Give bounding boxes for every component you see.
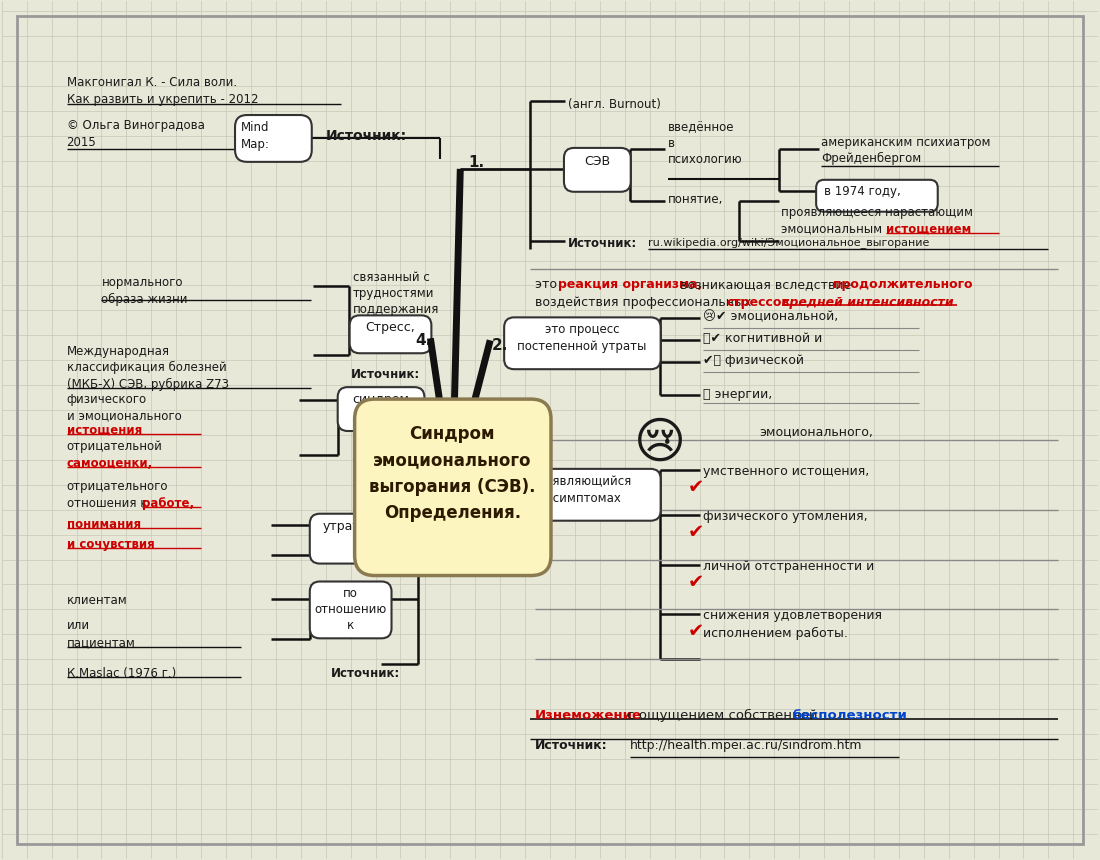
Text: средней интенсивности: средней интенсивности <box>782 297 954 310</box>
FancyBboxPatch shape <box>235 115 311 162</box>
Text: исполнением работы.: исполнением работы. <box>703 627 847 641</box>
FancyBboxPatch shape <box>564 148 630 192</box>
Text: 1.: 1. <box>469 156 484 170</box>
Text: истощением: истощением <box>886 223 971 236</box>
Text: это процесс
постепенной утраты: это процесс постепенной утраты <box>517 323 647 353</box>
FancyBboxPatch shape <box>816 180 937 212</box>
Text: 3.: 3. <box>399 525 416 539</box>
Text: самооценки,: самооценки, <box>67 457 153 470</box>
Text: физического
и эмоционального: физического и эмоционального <box>67 393 182 422</box>
Text: Изнеможение: Изнеможение <box>535 710 642 722</box>
Text: личной отстраненности и: личной отстраненности и <box>703 560 873 573</box>
FancyBboxPatch shape <box>419 509 536 556</box>
Text: 😢: 😢 <box>634 420 685 468</box>
Text: нормального
образа жизни: нормального образа жизни <box>101 277 188 305</box>
Text: Источник:: Источник: <box>568 237 637 249</box>
Text: http://health.mpei.ac.ru/sindrom.htm: http://health.mpei.ac.ru/sindrom.htm <box>629 739 862 752</box>
Text: отрицательной: отрицательной <box>67 440 163 453</box>
Text: пациентам: пациентам <box>67 636 135 649</box>
FancyBboxPatch shape <box>354 399 551 575</box>
Text: ✔: ✔ <box>688 478 704 497</box>
Text: (англ. Burnout): (англ. Burnout) <box>568 98 661 111</box>
Text: отношения к: отношения к <box>67 497 151 510</box>
FancyBboxPatch shape <box>338 387 425 431</box>
Text: СЭВ: СЭВ <box>584 156 609 169</box>
Text: ✔: ✔ <box>688 523 704 542</box>
Text: 💧✔ когнитивной и: 💧✔ когнитивной и <box>703 332 822 346</box>
Text: с ощущением собственной: с ощущением собственной <box>623 710 822 722</box>
Text: введённое
в
психологию: введённое в психологию <box>668 121 742 166</box>
Text: Источник:: Источник: <box>331 667 400 680</box>
Text: К.Maslac (1976 г.): К.Maslac (1976 г.) <box>67 667 176 680</box>
Text: Источник:: Источник: <box>351 368 420 381</box>
Text: Синдром
эмоционального
выгорания (СЭВ).
Определения.: Синдром эмоционального выгорания (СЭВ). … <box>370 425 536 522</box>
Text: утраты: утраты <box>322 519 371 532</box>
Text: Макгонигал К. - Сила воли.
Как развить и укрепить - 2012: Макгонигал К. - Сила воли. Как развить и… <box>67 77 258 106</box>
Text: 2.: 2. <box>492 338 508 353</box>
Text: синдром: синдром <box>352 393 409 406</box>
Text: клиентам: клиентам <box>67 594 128 607</box>
Text: эмоциональным: эмоциональным <box>781 223 887 236</box>
Text: ✔💠 физической: ✔💠 физической <box>703 354 803 367</box>
Text: физического утомления,: физического утомления, <box>703 510 867 523</box>
FancyBboxPatch shape <box>504 317 661 369</box>
FancyBboxPatch shape <box>310 513 384 563</box>
Text: стрессов: стрессов <box>726 297 790 310</box>
Text: или: или <box>67 619 90 632</box>
Text: © Ольга Виноградова
2015: © Ольга Виноградова 2015 <box>67 119 205 149</box>
Text: работе,: работе, <box>142 497 195 510</box>
Text: проявляющийся
в симптомах: проявляющийся в симптомах <box>531 475 632 505</box>
Text: Международная
классификация болезней
(МКБ-Х) СЭВ, рубрика Z73: Международная классификация болезней (МК… <box>67 345 229 390</box>
Text: понятие,: понятие, <box>668 193 723 206</box>
FancyBboxPatch shape <box>504 469 661 520</box>
Text: воздействия профессиональных: воздействия профессиональных <box>535 297 756 310</box>
Text: ru.wikipedia.org/wiki/Эмоциональное_выгорание: ru.wikipedia.org/wiki/Эмоциональное_выго… <box>648 237 930 248</box>
Text: в 1974 году,: в 1974 году, <box>824 185 901 198</box>
Text: снижения удовлетворения: снижения удовлетворения <box>703 610 881 623</box>
Text: Источник:: Источник: <box>326 129 407 143</box>
Text: Источник:: Источник: <box>535 739 607 752</box>
Text: эмоционального,: эмоционального, <box>759 425 873 438</box>
FancyBboxPatch shape <box>310 581 392 638</box>
Text: умственного истощения,: умственного истощения, <box>703 465 869 478</box>
Text: 🟡 энергии,: 🟡 энергии, <box>703 388 772 401</box>
Text: отрицательного: отрицательного <box>67 480 168 493</box>
Text: по
отношению
к: по отношению к <box>315 587 387 632</box>
Text: это: это <box>535 279 561 292</box>
Text: американским психиатром
Фрейденбергом: американским психиатром Фрейденбергом <box>821 136 991 165</box>
Text: понимания: понимания <box>67 518 141 531</box>
Text: 4.: 4. <box>416 333 431 347</box>
Text: истощения: истощения <box>67 424 142 437</box>
Text: возникающая вследствие: возникающая вследствие <box>675 279 855 292</box>
Text: проявляющееся нарастающим: проявляющееся нарастающим <box>781 206 974 218</box>
Text: связанный с
трудностями
поддержания: связанный с трудностями поддержания <box>353 271 439 316</box>
Text: 😢✔ эмоциональной,: 😢✔ эмоциональной, <box>703 310 838 323</box>
Text: включая
развитие: включая развитие <box>447 515 508 544</box>
Text: продолжительного: продолжительного <box>833 279 972 292</box>
Text: Mind
Map:: Mind Map: <box>241 121 270 151</box>
FancyBboxPatch shape <box>350 316 431 353</box>
Text: реакция организма,: реакция организма, <box>558 279 702 292</box>
Text: ✔: ✔ <box>688 623 704 642</box>
Text: ✔: ✔ <box>688 573 704 592</box>
Text: Стресс,: Стресс, <box>365 322 416 335</box>
Text: бесполезности: бесполезности <box>792 710 908 722</box>
Text: и сочувствия: и сочувствия <box>67 538 154 550</box>
